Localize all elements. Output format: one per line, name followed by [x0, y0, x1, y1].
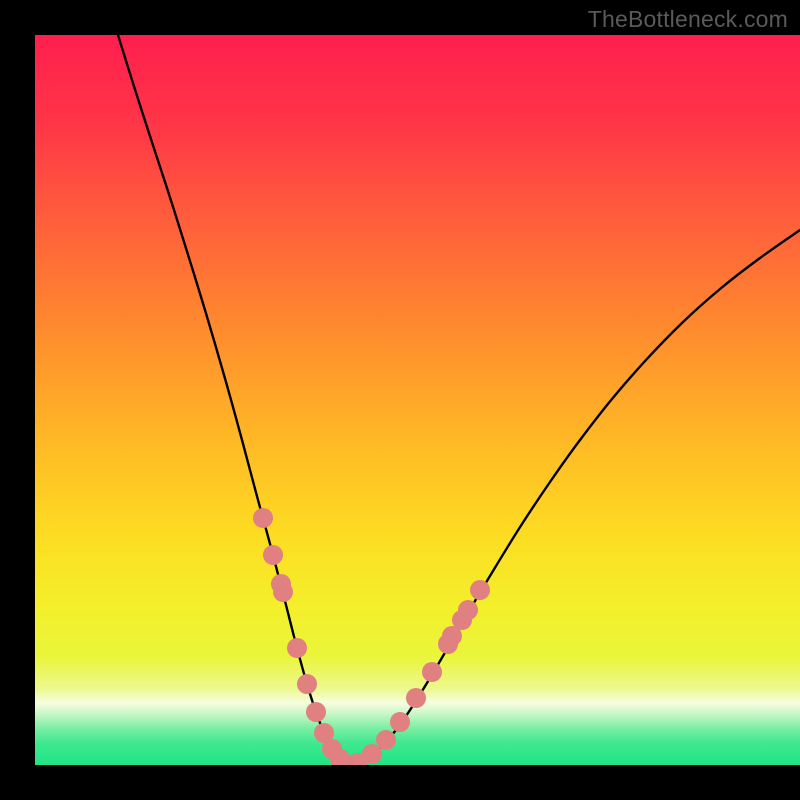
- curve-marker: [253, 508, 273, 528]
- chart-root: TheBottleneck.com: [0, 0, 800, 800]
- curve-marker: [263, 545, 283, 565]
- curve-marker: [376, 730, 396, 750]
- curve-marker: [458, 600, 478, 620]
- curve-marker: [390, 712, 410, 732]
- curve-marker: [422, 662, 442, 682]
- curve-marker: [470, 580, 490, 600]
- curve-marker: [306, 702, 326, 722]
- curve-marker: [273, 582, 293, 602]
- curve-marker: [287, 638, 307, 658]
- curve-marker: [406, 688, 426, 708]
- plot-background: [35, 35, 800, 765]
- bottleneck-chart: [0, 0, 800, 800]
- curve-marker: [297, 674, 317, 694]
- watermark-text: TheBottleneck.com: [588, 6, 788, 33]
